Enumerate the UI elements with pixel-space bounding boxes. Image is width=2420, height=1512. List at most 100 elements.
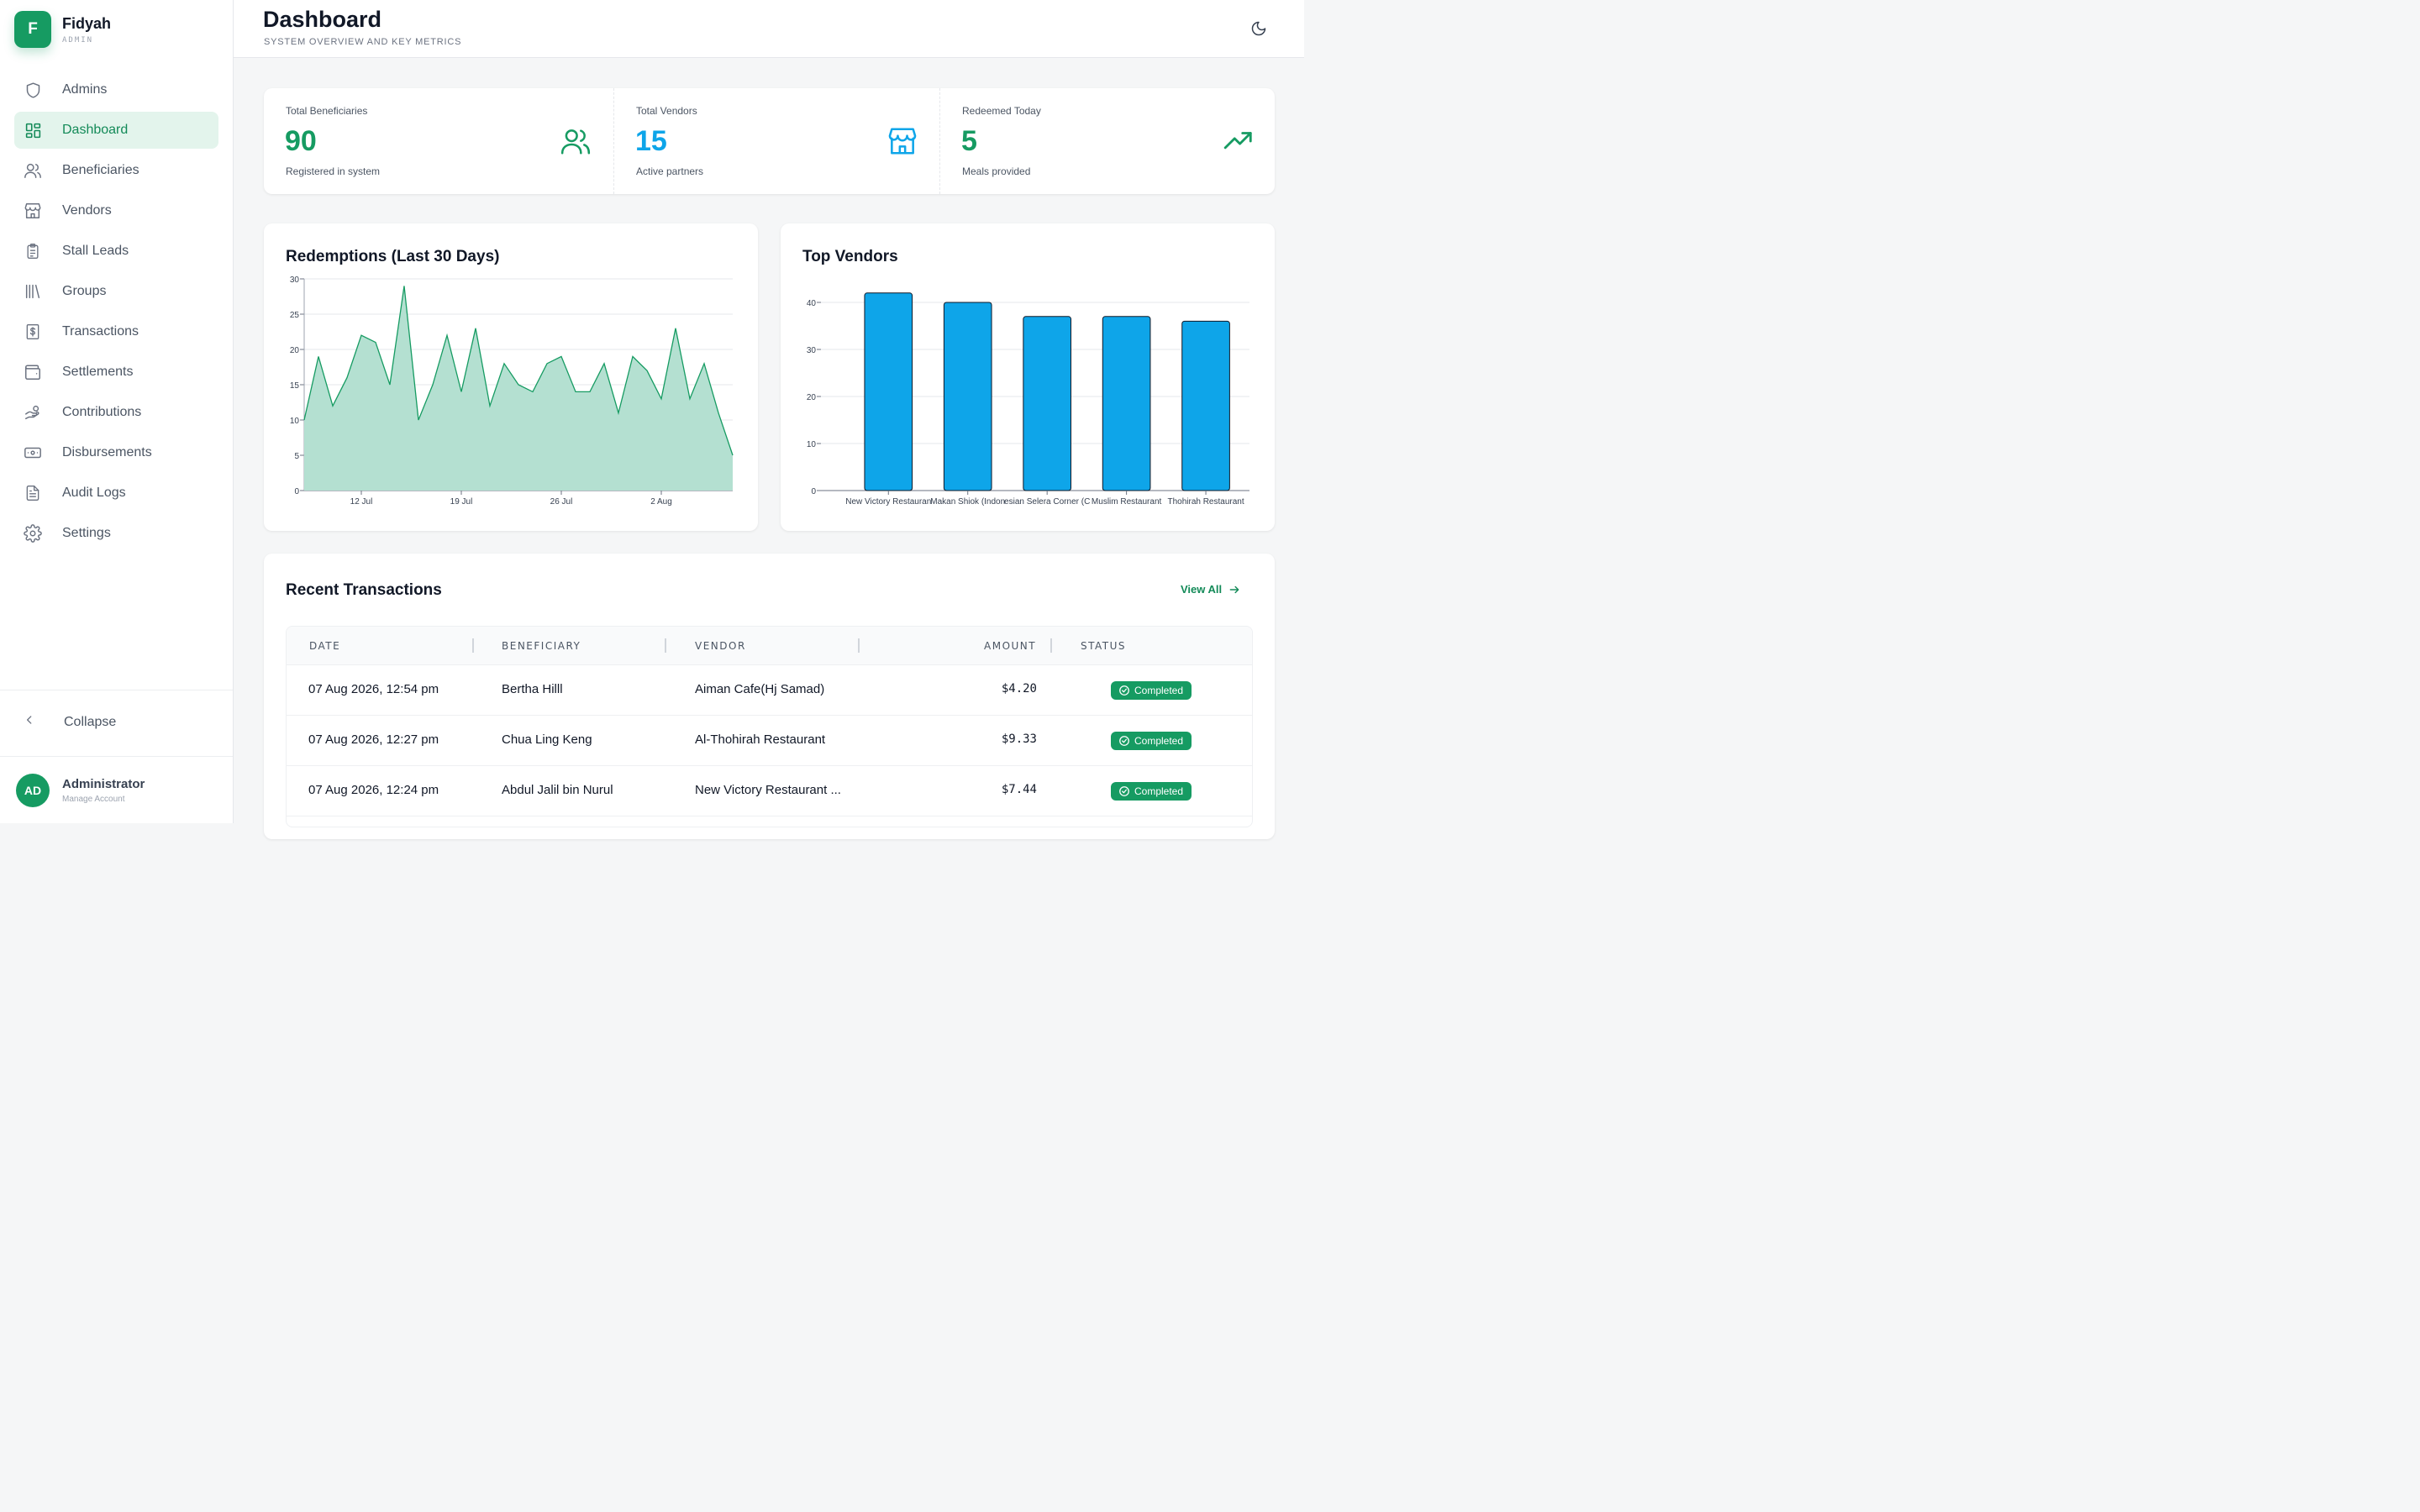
sidebar-item-label: Admins xyxy=(62,82,108,97)
sidebar-item-admins[interactable]: Admins xyxy=(14,71,218,108)
sidebar-item-audit-logs[interactable]: Audit Logs xyxy=(14,475,218,512)
stat-label: Redeemed Today xyxy=(962,105,1041,117)
status-label: Completed xyxy=(1134,735,1184,747)
x-tick-label: 19 Jul xyxy=(450,497,473,507)
brand[interactable]: F Fidyah ADMIN xyxy=(14,11,111,48)
bar xyxy=(943,302,992,491)
user-name: Administrator xyxy=(62,777,145,791)
status-badge: Completed xyxy=(1111,782,1192,801)
cell-beneficiary: Bertha Hilll xyxy=(502,682,563,696)
receipt-dollar-icon xyxy=(24,323,42,341)
card-title: Top Vendors xyxy=(802,248,898,265)
chevron-left-icon xyxy=(24,714,35,730)
y-tick-label: 30 xyxy=(290,276,300,285)
sidebar-item-contributions[interactable]: Contributions xyxy=(14,394,218,431)
table-row[interactable]: 07 Aug 2026, 12:24 pm Abdul Jalil bin Nu… xyxy=(287,766,1252,816)
column-header-vendor[interactable]: VENDOR xyxy=(695,640,746,652)
column-resize-handle[interactable] xyxy=(472,638,474,653)
sidebar-item-transactions[interactable]: Transactions xyxy=(14,313,218,350)
y-tick-label: 0 xyxy=(811,487,816,496)
sidebar-item-settlements[interactable]: Settlements xyxy=(14,354,218,391)
divider xyxy=(0,756,233,757)
sidebar-item-dashboard[interactable]: Dashboard xyxy=(14,112,218,149)
stat-value: 90 xyxy=(285,125,317,157)
x-tick-label: Muslim Restaurant xyxy=(1092,497,1162,507)
y-tick-label: 15 xyxy=(290,381,300,391)
check-circle-icon xyxy=(1119,786,1129,796)
sidebar-item-label: Dashboard xyxy=(62,123,129,137)
x-tick-label: New Victory Restauran xyxy=(845,497,931,507)
sidebar-item-label: Stall Leads xyxy=(62,244,129,258)
sidebar-item-settings[interactable]: Settings xyxy=(14,515,218,552)
stat-total-beneficiaries: Total Beneficiaries 90 Registered in sys… xyxy=(264,88,613,194)
stat-label: Total Beneficiaries xyxy=(286,105,368,117)
sidebar-item-disbursements[interactable]: Disbursements xyxy=(14,434,218,471)
check-circle-icon xyxy=(1119,685,1129,696)
banknote-icon xyxy=(24,444,42,462)
table-row[interactable]: 07 Aug 2026, 12:27 pm Chua Ling Keng Al-… xyxy=(287,716,1252,766)
sidebar-item-stall-leads[interactable]: Stall Leads xyxy=(14,233,218,270)
sidebar-item-label: Vendors xyxy=(62,203,112,218)
status-label: Completed xyxy=(1134,785,1184,797)
stat-label: Total Vendors xyxy=(636,105,697,117)
x-tick-label: esian Selera Corner (C xyxy=(1004,497,1090,507)
stat-subtext: Active partners xyxy=(636,165,704,177)
x-tick-label: 26 Jul xyxy=(550,497,573,507)
cell-vendor: New Victory Restaurant ... xyxy=(695,783,841,797)
clipboard-icon xyxy=(24,242,42,260)
stat-value: 15 xyxy=(635,125,667,157)
recent-transactions-card: Recent Transactions View All DATE BENEFI… xyxy=(264,554,1275,839)
shield-icon xyxy=(24,81,42,99)
sidebar-item-vendors[interactable]: Vendors xyxy=(14,192,218,229)
collapse-button[interactable]: Collapse xyxy=(24,714,116,730)
cell-beneficiary: Abdul Jalil bin Nurul xyxy=(502,783,613,797)
sidebar-item-label: Groups xyxy=(62,284,107,298)
cell-date: 07 Aug 2026, 12:54 pm xyxy=(308,682,439,696)
y-tick-label: 10 xyxy=(807,440,817,449)
check-circle-icon xyxy=(1119,736,1129,746)
column-header-beneficiary[interactable]: BENEFICIARY xyxy=(502,640,581,652)
sidebar-nav: Admins Dashboard Beneficiaries Vendors S… xyxy=(14,71,218,555)
column-header-amount[interactable]: AMOUNT xyxy=(984,640,1037,652)
column-header-status[interactable]: STATUS xyxy=(1081,640,1127,652)
stat-value: 5 xyxy=(961,125,977,157)
view-all-link[interactable]: View All xyxy=(1181,583,1240,596)
avatar: AD xyxy=(16,774,50,807)
cell-amount: $7.44 xyxy=(1001,783,1037,796)
theme-toggle-button[interactable] xyxy=(1250,20,1269,39)
column-resize-handle[interactable] xyxy=(1050,638,1052,653)
sidebar-item-label: Beneficiaries xyxy=(62,163,139,177)
brand-role: ADMIN xyxy=(62,35,94,45)
x-tick-label: Makan Shiok (Indon xyxy=(930,497,1005,507)
bar xyxy=(1102,316,1151,491)
status-badge: Completed xyxy=(1111,732,1192,750)
y-tick-label: 20 xyxy=(807,393,817,402)
x-tick-label: 12 Jul xyxy=(350,497,373,507)
sidebar-item-beneficiaries[interactable]: Beneficiaries xyxy=(14,152,218,189)
manage-account-link[interactable]: Manage Account xyxy=(62,795,125,804)
table-header: DATE BENEFICIARY VENDOR AMOUNT STATUS xyxy=(287,627,1252,665)
stats-card: Total Beneficiaries 90 Registered in sys… xyxy=(264,88,1275,194)
redemptions-chart-card: Redemptions (Last 30 Days) 0 5 10 15 20 25 30 1… xyxy=(264,223,758,531)
transactions-table: DATE BENEFICIARY VENDOR AMOUNT STATUS 07… xyxy=(286,626,1253,827)
top-header: Dashboard SYSTEM OVERVIEW AND KEY METRIC… xyxy=(234,0,1304,58)
column-header-date[interactable]: DATE xyxy=(309,640,341,652)
view-all-label: View All xyxy=(1181,583,1223,596)
area-fill xyxy=(304,286,733,491)
sidebar-item-groups[interactable]: Groups xyxy=(14,273,218,310)
account-menu[interactable]: AD Administrator Manage Account xyxy=(16,774,145,807)
table-row[interactable]: 07 Aug 2026, 12:54 pm Bertha Hilll Aiman… xyxy=(287,665,1252,716)
y-tick-label: 5 xyxy=(294,452,299,461)
wallet-icon xyxy=(24,363,42,381)
hand-coins-icon xyxy=(24,403,42,422)
column-resize-handle[interactable] xyxy=(665,638,666,653)
column-resize-handle[interactable] xyxy=(858,638,860,653)
cell-amount: $9.33 xyxy=(1001,732,1037,746)
sidebar-item-label: Contributions xyxy=(62,405,142,419)
dashboard-grid-icon xyxy=(24,121,42,139)
stat-total-vendors: Total Vendors 15 Active partners xyxy=(613,88,939,194)
bar xyxy=(1023,316,1072,491)
status-badge: Completed xyxy=(1111,681,1192,700)
moon-icon xyxy=(1250,21,1267,40)
